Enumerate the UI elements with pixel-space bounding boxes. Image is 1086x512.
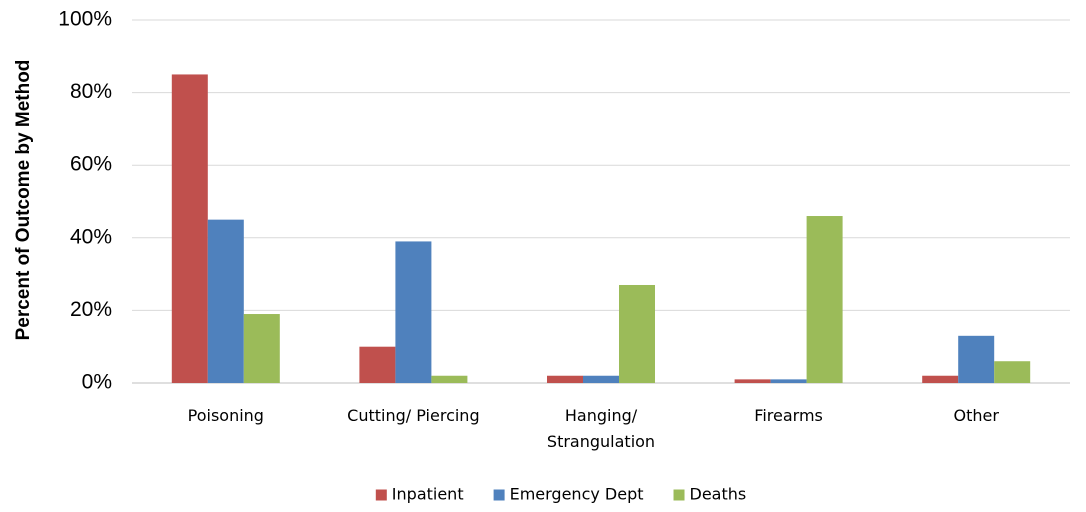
x-tick-label: Poisoning bbox=[187, 406, 264, 425]
x-tick-label: Cutting/ Piercing bbox=[347, 406, 480, 425]
legend-swatch bbox=[673, 489, 685, 501]
legend-label: Emergency Dept bbox=[510, 485, 644, 504]
bar bbox=[922, 375, 959, 383]
bar bbox=[431, 375, 468, 383]
y-tick-label: 0% bbox=[82, 371, 112, 394]
y-tick-label: 20% bbox=[70, 298, 112, 321]
x-tick-label: Other bbox=[953, 406, 999, 425]
y-tick-label: 60% bbox=[70, 153, 112, 176]
legend-swatch bbox=[493, 489, 505, 501]
bar bbox=[770, 379, 807, 383]
legend-swatch bbox=[375, 489, 387, 501]
y-tick-label: 100% bbox=[58, 8, 112, 31]
bar bbox=[207, 219, 244, 383]
bar bbox=[734, 379, 771, 383]
y-axis-title: Percent of Outcome by Method bbox=[13, 60, 34, 341]
bar bbox=[806, 216, 843, 383]
legend-label: Inpatient bbox=[392, 485, 464, 504]
bar bbox=[547, 375, 583, 383]
bar bbox=[359, 346, 396, 383]
bar bbox=[994, 361, 1031, 383]
legend-label: Deaths bbox=[690, 485, 747, 504]
x-tick-label: Firearms bbox=[754, 406, 823, 425]
bar bbox=[583, 375, 619, 383]
y-tick-label: 40% bbox=[70, 225, 112, 248]
x-tick-label: Hanging/ Strangulation bbox=[546, 406, 656, 451]
y-tick-label: 80% bbox=[70, 80, 112, 103]
bar bbox=[395, 241, 432, 383]
bar bbox=[243, 314, 280, 383]
bar bbox=[619, 284, 655, 383]
bar bbox=[171, 74, 208, 383]
bar bbox=[958, 335, 995, 383]
